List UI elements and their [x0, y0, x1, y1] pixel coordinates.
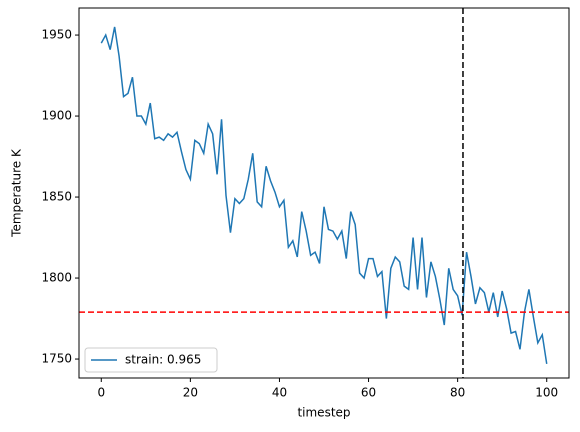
y-tick-label: 1900	[41, 109, 72, 123]
y-axis-label: Temperature K	[10, 148, 24, 238]
y-tick-label: 1850	[41, 190, 72, 204]
y-tick-label: 1750	[41, 352, 72, 366]
x-tick-label: 80	[450, 386, 465, 400]
x-tick-label: 20	[183, 386, 198, 400]
y-tick-label: 1800	[41, 271, 72, 285]
x-tick-label: 40	[272, 386, 287, 400]
y-tick-label: 1950	[41, 28, 72, 42]
data-line	[100, 26, 548, 365]
x-tick-label: 0	[97, 386, 105, 400]
plot-frame	[78, 7, 570, 379]
legend-label: strain: 0.965	[125, 353, 201, 367]
x-axis-label: timestep	[297, 406, 350, 420]
legend-box	[84, 347, 218, 373]
x-tick-label: 100	[535, 386, 558, 400]
x-tick-label: 60	[361, 386, 376, 400]
